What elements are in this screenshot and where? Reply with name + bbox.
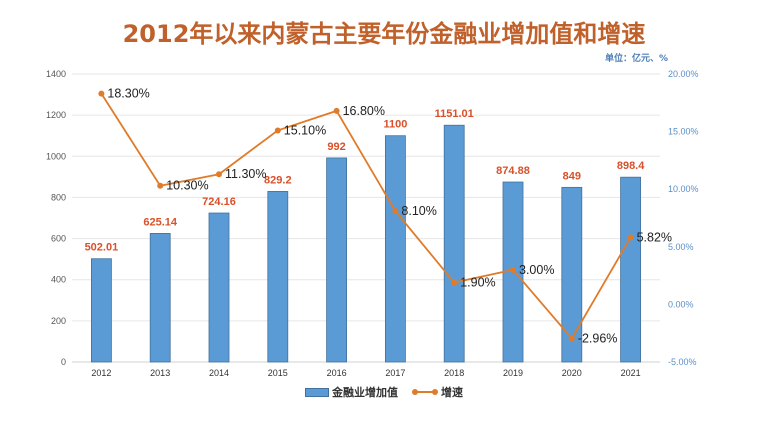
right-tick-label: 5.00% (668, 242, 694, 252)
line-series (98, 90, 634, 342)
chart-title: 2012年以来内蒙古主要年份金融业增加值和增速 (122, 20, 646, 48)
legend-line-swatch-icon (412, 388, 438, 396)
legend-item-line[interactable]: 增速 (412, 384, 463, 400)
line-point (157, 182, 164, 189)
right-tick-label: 15.00% (668, 127, 699, 137)
line-point (451, 279, 458, 286)
line-data-label: 5.82% (637, 230, 672, 244)
right-tick-label: -5.00% (668, 357, 697, 367)
left-tick-label: 800 (51, 192, 66, 202)
x-tick-label: 2018 (444, 368, 464, 378)
left-tick-label: 1200 (46, 110, 66, 120)
line-point (216, 171, 222, 178)
x-tick-label: 2020 (562, 368, 582, 378)
bar-data-label: 898.4 (617, 160, 645, 172)
x-tick-label: 2016 (327, 368, 347, 378)
left-tick-label: 400 (51, 275, 66, 285)
line-point (510, 266, 516, 273)
bar (208, 212, 230, 363)
bar (384, 135, 406, 363)
right-tick-label: 0.00% (668, 299, 694, 309)
left-tick-label: 1400 (46, 69, 66, 79)
bar (267, 191, 289, 363)
unit-note: 单位：亿元、% (604, 54, 668, 64)
bar-data-label: 502.01 (85, 242, 119, 254)
line-data-label: 15.10% (284, 123, 326, 137)
left-tick-label: 0 (61, 357, 66, 367)
bar-data-label: 724.16 (202, 196, 236, 208)
x-tick-label: 2015 (268, 368, 288, 378)
left-tick-label: 1000 (46, 151, 66, 161)
left-tick-label: 200 (51, 316, 66, 326)
line-data-label: 8.10% (401, 204, 436, 218)
bar-data-label: 992 (327, 141, 345, 153)
bar-data-label: 1100 (383, 119, 407, 131)
line-point (627, 234, 634, 241)
legend-item-bar[interactable]: 金融业增加值 (305, 384, 398, 400)
legend-label-bar: 金融业增加值 (332, 386, 398, 399)
line-data-label: 11.30% (225, 167, 266, 181)
x-tick-label: 2019 (503, 368, 523, 378)
bar-data-label: 1151.01 (435, 108, 474, 120)
line-path (100, 93, 632, 341)
right-axis-ticks: -5.00% 0.00% 5.00% 10.00% 15.00% 20.00% (668, 69, 699, 367)
line-point (392, 208, 399, 215)
bar-data-label: 849 (563, 170, 581, 182)
bar-series (91, 124, 641, 363)
bar (443, 124, 465, 363)
left-axis-ticks: 0 200 400 600 800 1000 1200 1400 (46, 69, 66, 367)
legend-bar-swatch-icon (305, 387, 329, 397)
line-point (98, 90, 105, 97)
legend: 金融业增加值 增速 (0, 384, 768, 400)
bar-data-label: 874.88 (496, 165, 530, 177)
line-data-labels: 18.30% 10.30% 11.30% 15.10% 16.80% 8.10% 1.90%… (107, 87, 672, 346)
bar-data-label: 625.14 (143, 216, 178, 228)
x-tick-label: 2017 (385, 368, 405, 378)
x-axis-ticks: 2012 2013 2014 2015 2016 2017 2018 2019 2020 2021 (91, 368, 640, 378)
line-data-label: 10.30% (166, 179, 208, 193)
bar (149, 232, 171, 363)
bar (326, 157, 348, 363)
line-point (274, 127, 281, 134)
line-data-label: -2.96% (578, 331, 618, 345)
line-data-label: 1.90% (460, 276, 495, 290)
x-tick-label: 2012 (91, 368, 111, 378)
line-data-label: 16.80% (343, 104, 385, 118)
line-point (333, 107, 340, 114)
line-data-label: 18.30% (107, 87, 149, 101)
bar-data-label: 829.2 (264, 174, 292, 186)
x-tick-label: 2014 (209, 368, 229, 378)
bar (620, 176, 641, 363)
bar (561, 186, 583, 363)
x-tick-label: 2021 (621, 368, 641, 378)
line-point (568, 335, 575, 342)
x-tick-label: 2013 (150, 368, 170, 378)
left-tick-label: 600 (51, 234, 66, 244)
legend-label-line: 增速 (441, 386, 463, 399)
bar-data-labels: 502.01 625.14 724.16 829.2 992 1100 1151.01 874… (85, 108, 646, 254)
bar (91, 258, 112, 363)
right-tick-label: 10.00% (668, 184, 699, 194)
right-tick-label: 20.00% (668, 69, 699, 79)
line-data-label: 3.00% (519, 263, 554, 277)
